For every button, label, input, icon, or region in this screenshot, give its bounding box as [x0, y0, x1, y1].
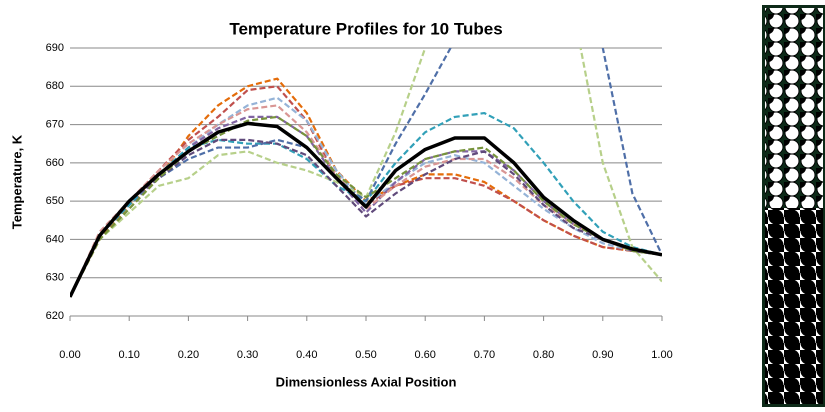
- tube-line: [70, 77, 662, 298]
- x-tick-label: 0.60: [414, 349, 435, 361]
- tube-line: [70, 48, 662, 298]
- x-tick-label: 0.40: [296, 349, 317, 361]
- y-tick-label: 670: [46, 118, 64, 130]
- y-tick-label: 640: [46, 233, 64, 245]
- y-tick-label: 680: [46, 80, 64, 92]
- x-tick-label: 1.00: [651, 349, 672, 361]
- x-tick-label: 0.80: [533, 349, 554, 361]
- y-tick-label: 690: [46, 42, 64, 54]
- x-axis-title: Dimensionless Axial Position: [276, 374, 457, 389]
- y-tick-label: 650: [46, 195, 64, 207]
- bed-bottom: [765, 208, 823, 404]
- chart-title: Temperature Profiles for 10 Tubes: [229, 19, 502, 38]
- x-tick-label: 0.00: [59, 349, 80, 361]
- packed-bed-image: [762, 5, 825, 407]
- x-tick-label: 0.20: [178, 349, 199, 361]
- bed-top: [765, 8, 823, 208]
- x-tick-label: 0.50: [355, 349, 376, 361]
- tube-line: [70, 115, 662, 298]
- y-axis-title: Temperature, K: [9, 134, 24, 229]
- x-tick-label: 0.30: [237, 349, 258, 361]
- y-tick-label: 620: [46, 310, 64, 322]
- x-tick-label: 0.90: [592, 349, 613, 361]
- average-line: [70, 121, 662, 298]
- tube-line: [70, 48, 662, 298]
- x-tick-label: 0.70: [474, 349, 495, 361]
- plot-area: [70, 48, 662, 298]
- tube-line: [70, 85, 662, 298]
- x-tick-label: 0.10: [118, 349, 139, 361]
- y-tick-label: 660: [46, 157, 64, 169]
- y-tick-label: 630: [46, 272, 64, 284]
